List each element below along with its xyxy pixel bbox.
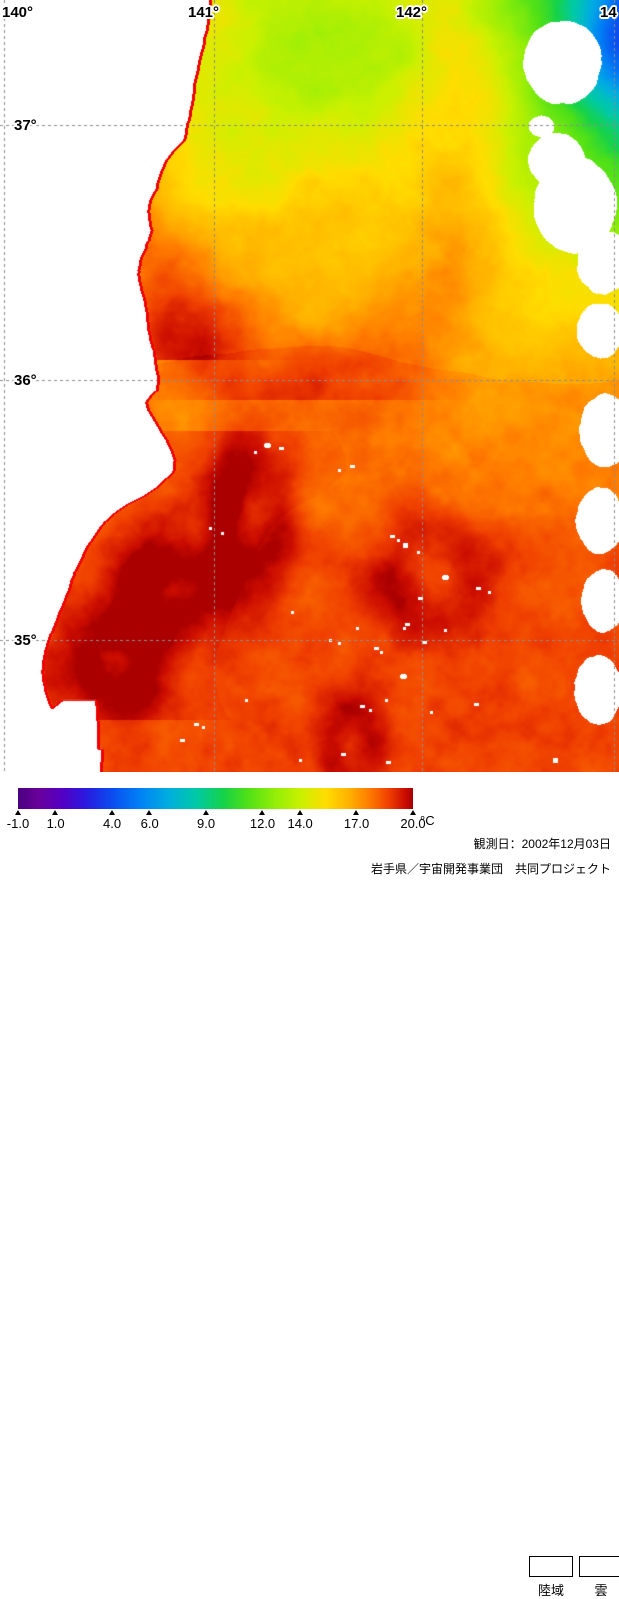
colorbar-tick-mark [14, 810, 21, 815]
colorbar-tick-label: 17.0 [343, 816, 370, 831]
project-credit-text: 岩手県／宇宙開発事業団 共同プロジェクト [370, 862, 611, 876]
legend-area: -1.0 1.0 4.0 6.0 9.0 12.0 14.0 17.0 20.0 °C 陸域 雲… [0, 772, 619, 1598]
colorbar-tick-label: 6.0 [140, 816, 159, 831]
colorbar-tick-mark [52, 810, 59, 815]
colorbar-tick-label: -1.0 [6, 816, 30, 831]
observation-date-text: 観測日：2002年12月03日 [473, 837, 611, 851]
colorbar-tick-label: 20.0 [400, 816, 426, 831]
colorbar-tick-label: 9.0 [197, 816, 216, 831]
temperature-colorbar [18, 788, 413, 809]
legend-swatch-land: 陸域 [528, 1556, 574, 1599]
colorbar-tick-mark [108, 810, 115, 815]
colorbar-tick-mark [296, 810, 303, 815]
colorbar-tick-mark [409, 810, 416, 815]
land-swatch-box [529, 1556, 573, 1577]
land-swatch-label: 陸域 [537, 1583, 564, 1598]
coastline-graticule-layer [0, 0, 619, 772]
legend-swatch-cloud: 雲 [578, 1556, 619, 1599]
colorbar-tick-mark [259, 810, 266, 815]
colorbar-tick-mark [202, 810, 209, 815]
colorbar-tick-mark [146, 810, 153, 815]
colorbar-tick-label: 14.0 [287, 816, 313, 831]
colorbar-unit-label: °C [420, 813, 435, 828]
colorbar-gradient [18, 788, 413, 809]
sst-map-panel: 140° 141° 142° 14 37° 36° 35° [0, 0, 619, 772]
colorbar-tick-mark [353, 810, 360, 815]
colorbar-tick-label: 4.0 [103, 816, 122, 831]
colorbar-tick-label: 1.0 [46, 816, 65, 831]
cloud-swatch-label: 雲 [594, 1583, 608, 1598]
cloud-swatch-box [579, 1556, 619, 1577]
colorbar-tick-label: 12.0 [249, 816, 276, 831]
